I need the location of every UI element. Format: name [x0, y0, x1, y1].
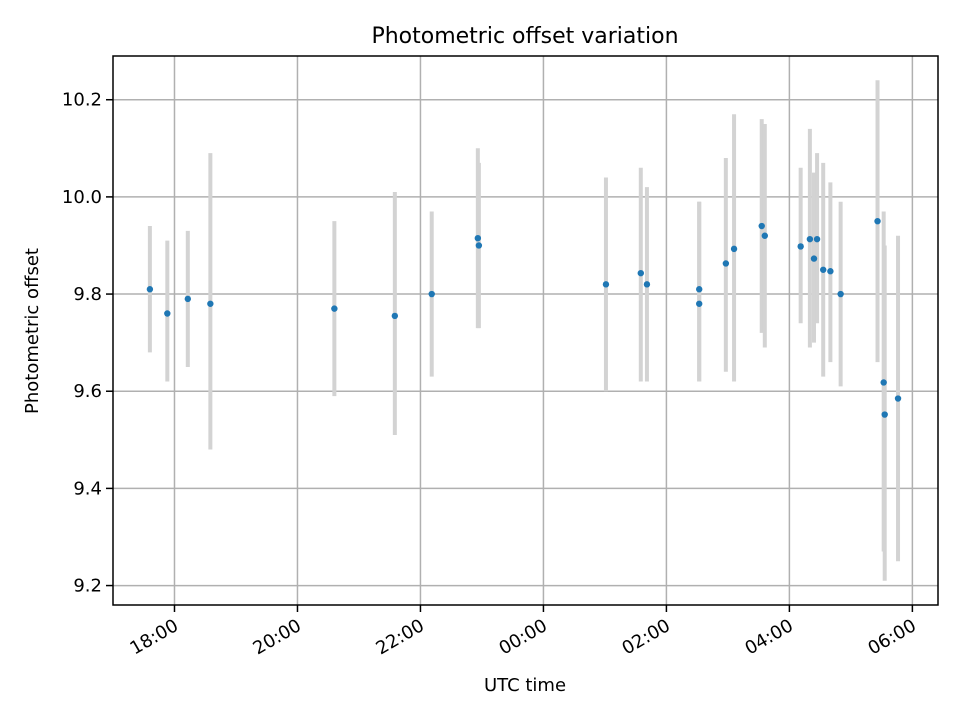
- data-point: [331, 305, 338, 312]
- data-point: [758, 222, 765, 230]
- data-point: [761, 232, 769, 239]
- data-point: [696, 300, 703, 307]
- data-point: [820, 266, 827, 273]
- data-point: [146, 286, 154, 293]
- y-tick-label: 9.6: [73, 381, 102, 402]
- y-axis-label: Photometric offset: [22, 248, 43, 414]
- data-point: [813, 235, 821, 243]
- data-point: [797, 243, 804, 250]
- y-tick-label: 10.2: [62, 90, 102, 111]
- data-point: [880, 379, 887, 386]
- x-axis-label: UTC time: [484, 675, 566, 696]
- data-point: [474, 234, 482, 242]
- data-point: [602, 281, 610, 288]
- data-point: [391, 312, 399, 320]
- y-axis-ticks: 9.2 9.4 9.6 9.8 10.0 10.2: [62, 90, 113, 597]
- y-tick-label: 10.0: [62, 187, 102, 208]
- data-point: [722, 260, 730, 267]
- data-point: [894, 395, 902, 402]
- y-tick-label: 9.8: [73, 284, 102, 305]
- plot-frame: [112, 55, 939, 606]
- data-point: [428, 290, 435, 298]
- data-point: [643, 281, 651, 288]
- y-tick-label: 9.4: [73, 478, 102, 499]
- data-point: [881, 411, 888, 418]
- data-point: [827, 268, 834, 275]
- data-point: [810, 255, 818, 262]
- data-points: [146, 217, 902, 418]
- data-point: [207, 300, 214, 307]
- data-point: [730, 245, 738, 253]
- data-point: [837, 290, 844, 298]
- chart-title: Photometric offset variation: [371, 24, 678, 49]
- y-tick-label: 9.2: [73, 576, 102, 597]
- data-point: [806, 235, 814, 243]
- data-point: [184, 295, 192, 303]
- data-point: [696, 286, 703, 293]
- data-point: [475, 242, 483, 249]
- data-point: [637, 269, 644, 277]
- grid-lines: [113, 56, 938, 605]
- data-point: [164, 310, 171, 317]
- data-point: [874, 217, 881, 225]
